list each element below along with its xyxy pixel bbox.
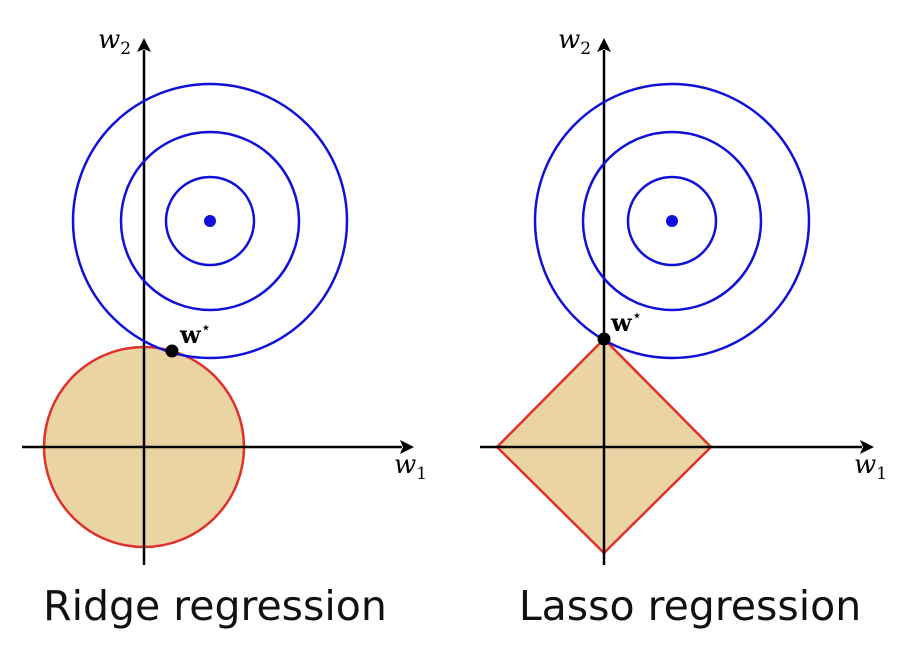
ridge-caption: Ridge regression xyxy=(43,582,387,630)
lasso-loss-contours xyxy=(533,82,811,360)
ridge-y-axis-arrow xyxy=(137,38,151,52)
ridge-contour-outer xyxy=(71,82,349,360)
ridge-x-axis-arrow xyxy=(400,440,414,454)
ridge-contour-inner xyxy=(164,175,256,267)
ridge-contour-middle xyxy=(119,130,301,312)
ridge-loss-contours xyxy=(71,82,349,360)
lasso-x-axis-arrow xyxy=(860,440,874,454)
ridge-x-axis-label: w1 xyxy=(394,450,427,484)
lasso-contour-inner xyxy=(626,175,718,267)
lasso-contour-middle xyxy=(581,130,763,312)
regularization-diagram: w⋆ w2 w1 xyxy=(22,25,887,565)
lasso-y-axis-arrow xyxy=(597,38,611,52)
lasso-contour-outer xyxy=(533,82,811,360)
ridge-solution-point xyxy=(165,344,179,358)
lasso-x-axis-label: w1 xyxy=(854,450,887,484)
lasso-caption: Lasso regression xyxy=(518,582,862,630)
ridge-axes xyxy=(22,38,414,565)
lasso-panel: w⋆ w2 w1 xyxy=(480,25,887,565)
ridge-loss-minimum-point xyxy=(204,215,216,227)
ridge-panel: w⋆ w2 w1 xyxy=(22,25,427,565)
ridge-y-axis-label: w2 xyxy=(98,25,131,59)
lasso-solution-point xyxy=(597,332,611,346)
ridge-solution-label: w⋆ xyxy=(179,318,211,349)
lasso-solution-label: w⋆ xyxy=(610,306,642,337)
lasso-y-axis-label: w2 xyxy=(558,25,591,59)
lasso-loss-minimum-point xyxy=(666,215,678,227)
lasso-axes xyxy=(480,38,874,565)
